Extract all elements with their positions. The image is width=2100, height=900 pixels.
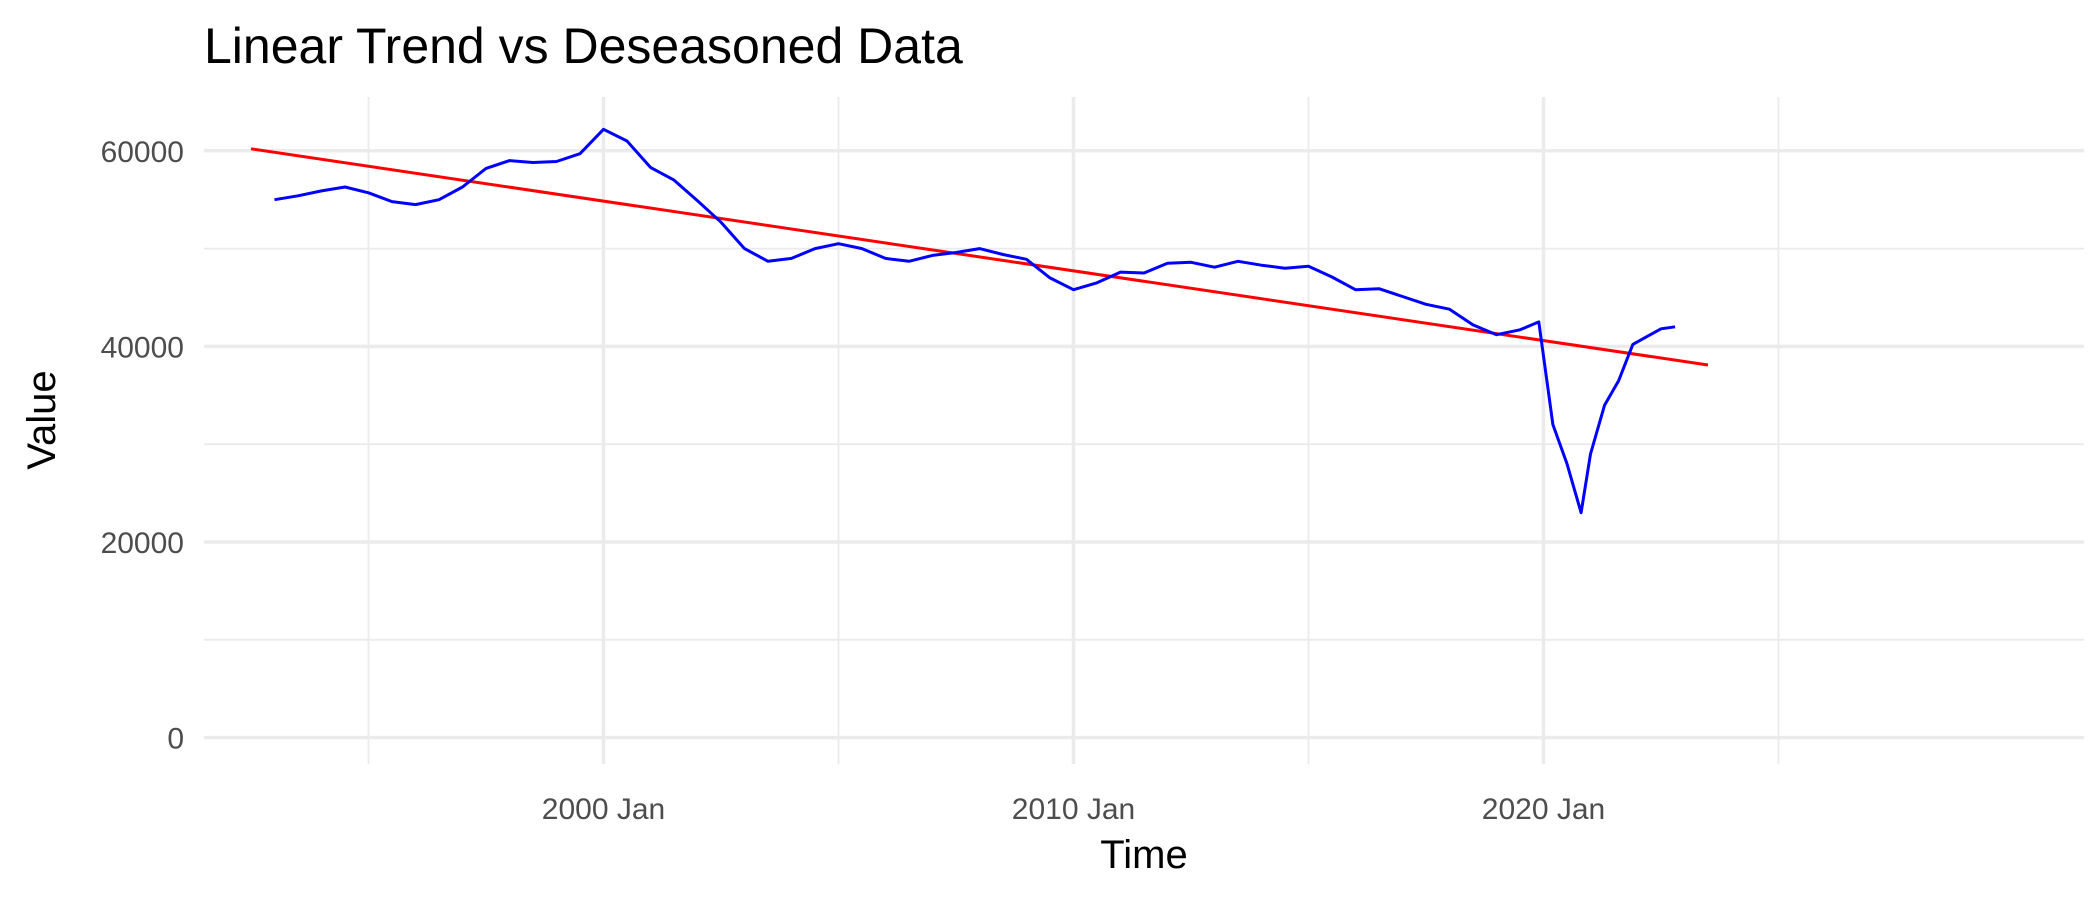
y-tick-label: 60000: [101, 136, 184, 169]
y-axis-title: Value: [20, 370, 64, 469]
grid: [204, 97, 2084, 764]
y-tick-label: 40000: [101, 331, 184, 364]
trend-line: [250, 147, 1709, 367]
x-tick-label: 2000 Jan: [542, 793, 665, 826]
x-axis-title: Time: [1100, 833, 1187, 877]
chart-title: Linear Trend vs Deseasoned Data: [204, 18, 963, 74]
x-tick-label: 2020 Jan: [1482, 793, 1605, 826]
y-tick-labels: 0 20000 40000 60000: [101, 136, 184, 756]
y-tick-label: 0: [167, 723, 184, 756]
series-group: [250, 127, 1709, 515]
deseasoned-line: [274, 127, 1676, 515]
y-tick-label: 20000: [101, 527, 184, 560]
x-tick-label: 2010 Jan: [1012, 793, 1135, 826]
x-tick-labels: 2000 Jan 2010 Jan 2020 Jan: [542, 793, 1605, 826]
